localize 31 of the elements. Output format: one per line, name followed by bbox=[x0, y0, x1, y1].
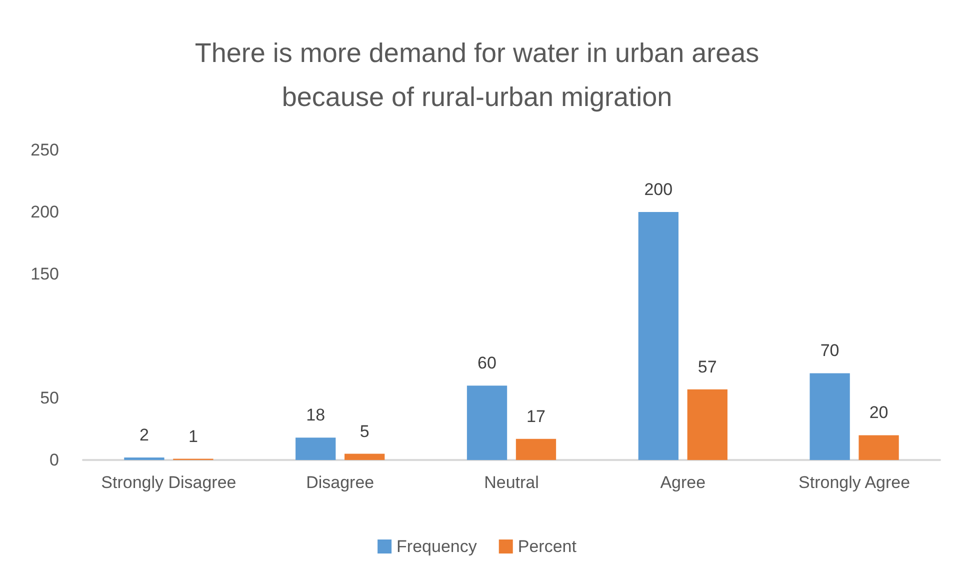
x-tick-label: Neutral bbox=[484, 473, 539, 492]
legend-label: Percent bbox=[518, 537, 577, 556]
bar bbox=[466, 386, 508, 460]
y-tick-label: 150 bbox=[30, 264, 59, 284]
y-tick-label: 200 bbox=[30, 202, 59, 222]
data-label: 5 bbox=[360, 422, 370, 441]
data-label: 60 bbox=[478, 354, 496, 373]
bar bbox=[858, 435, 899, 460]
y-tick-label: 0 bbox=[50, 450, 59, 470]
data-label: 17 bbox=[526, 406, 546, 426]
data-label: 200 bbox=[644, 180, 673, 199]
bar bbox=[344, 454, 385, 460]
chart-title: There is more demand for water in urban areas because of rural-urban migration bbox=[194, 38, 760, 112]
data-label: 20 bbox=[869, 403, 888, 422]
bar bbox=[687, 389, 728, 460]
y-tick-label: 50 bbox=[40, 388, 59, 408]
data-label: 1 bbox=[188, 426, 198, 446]
data-label: 70 bbox=[820, 341, 840, 360]
data-label: 18 bbox=[306, 406, 326, 425]
data-label: 57 bbox=[698, 357, 717, 376]
bar bbox=[296, 438, 336, 460]
y-tick-label: 250 bbox=[30, 140, 59, 160]
bar bbox=[516, 438, 556, 460]
x-tick-label: Disagree bbox=[306, 473, 374, 492]
x-tick-label: Strongly Agree bbox=[798, 473, 910, 492]
x-tick-label: Agree bbox=[660, 473, 706, 492]
bar bbox=[810, 373, 850, 460]
bar bbox=[638, 212, 678, 460]
data-label: 2 bbox=[139, 426, 149, 445]
legend-label: Frequency bbox=[396, 537, 478, 556]
x-tick-label: Strongly Disagree bbox=[101, 473, 236, 492]
